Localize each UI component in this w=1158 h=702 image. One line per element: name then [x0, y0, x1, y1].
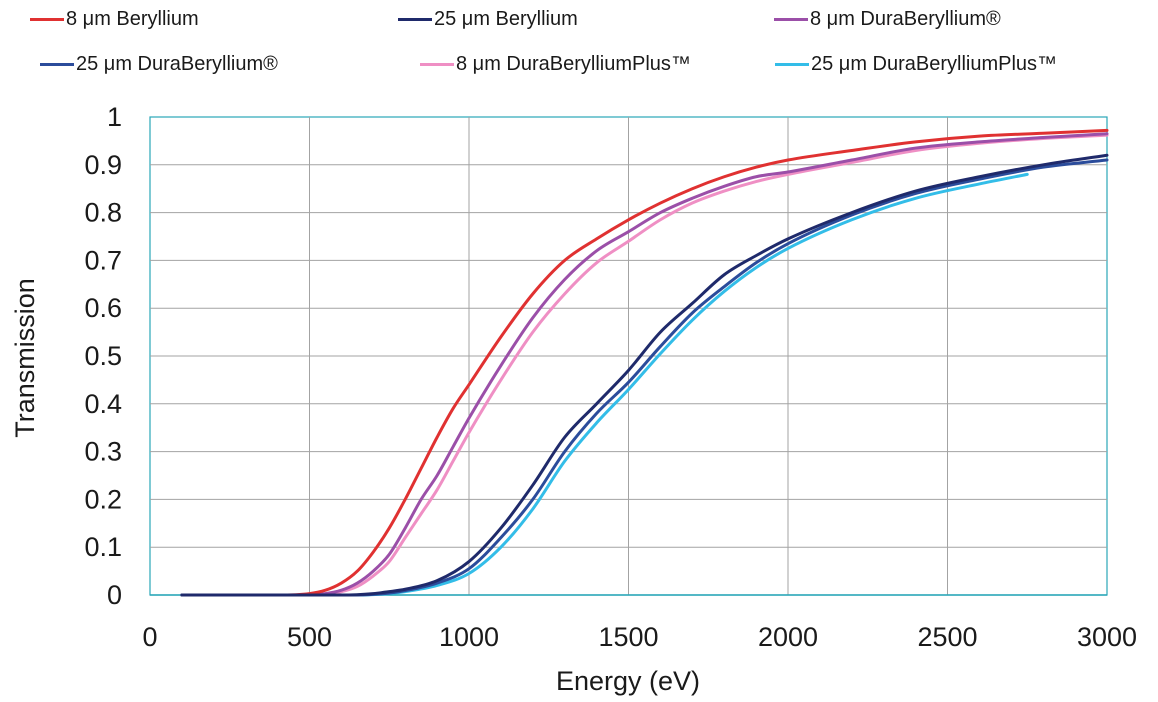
x-tick-label: 500 — [287, 622, 332, 652]
y-tick-label: 0.9 — [84, 150, 122, 180]
x-tick-label: 3000 — [1077, 622, 1137, 652]
y-tick-label: 0.3 — [84, 437, 122, 467]
y-tick-label: 0.5 — [84, 341, 122, 371]
y-axis-title: Transmission — [10, 278, 40, 438]
x-axis-ticks: 0 500 1000 1500 2000 2500 3000 — [142, 622, 1137, 652]
x-tick-label: 0 — [142, 622, 157, 652]
y-axis-ticks: 0 0.1 0.2 0.3 0.4 0.5 0.6 0.7 0.8 0.9 1 — [84, 102, 122, 610]
x-tick-label: 1000 — [439, 622, 499, 652]
x-tick-label: 1500 — [598, 622, 658, 652]
y-tick-label: 0.6 — [84, 293, 122, 323]
x-tick-label: 2000 — [758, 622, 818, 652]
y-tick-label: 0.2 — [84, 484, 122, 514]
x-axis-title: Energy (eV) — [556, 666, 700, 696]
y-tick-label: 0 — [107, 580, 122, 610]
y-tick-label: 0.1 — [84, 532, 122, 562]
x-tick-label: 2500 — [917, 622, 977, 652]
y-tick-label: 0.7 — [84, 245, 122, 275]
y-tick-label: 0.8 — [84, 198, 122, 228]
y-tick-label: 0.4 — [84, 389, 122, 419]
y-tick-label: 1 — [107, 102, 122, 132]
